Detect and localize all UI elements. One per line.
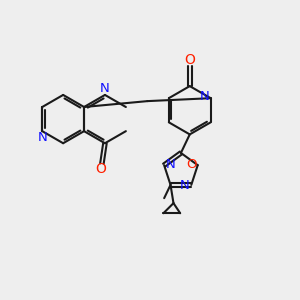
- Text: N: N: [100, 82, 110, 95]
- Text: O: O: [187, 158, 197, 171]
- Text: O: O: [95, 163, 106, 176]
- Text: O: O: [184, 53, 195, 67]
- Text: N: N: [200, 90, 210, 103]
- Text: N: N: [180, 179, 190, 192]
- Text: N: N: [38, 131, 47, 144]
- Text: N: N: [166, 158, 176, 171]
